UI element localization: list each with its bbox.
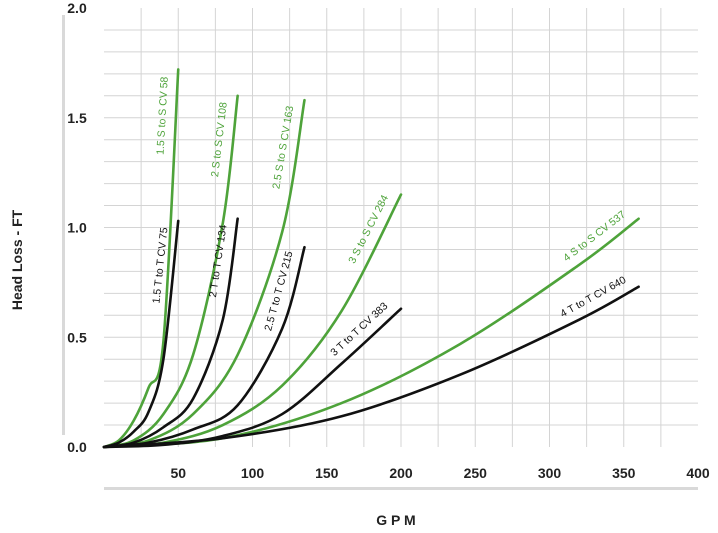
series-line-2-t-to-t-cv-134 (102, 217, 239, 449)
x-tick-label: 350 (612, 465, 636, 481)
x-tick-label: 150 (315, 465, 339, 481)
y-axis-title: Head Loss - FT (9, 209, 25, 310)
x-axis-title: G P M (376, 512, 415, 528)
x-tick-label: 250 (464, 465, 488, 481)
axes: 0.0 0.5 1.0 1.5 2.0 50 100 150 200 250 300 350 400 (62, 0, 710, 490)
x-axis-bar (104, 487, 698, 490)
series-lines (102, 68, 640, 449)
series-label-2-5-t-to-t-cv-215: 2.5 T to T CV 215 (262, 250, 295, 333)
series-line-1-5-s-to-s-cv-58 (102, 68, 180, 449)
series-line-4-t-to-t-cv-640 (102, 285, 640, 449)
y-tick-label: 1.5 (67, 110, 87, 126)
x-tick-label: 200 (389, 465, 413, 481)
series-label-1-5-s-to-s-cv-58: 1.5 S to S CV 58 (155, 76, 171, 155)
series-line-3-t-to-t-cv-383 (102, 307, 403, 449)
y-tick-label: 2.0 (67, 0, 87, 16)
grid (104, 8, 698, 447)
x-tick-label: 300 (538, 465, 562, 481)
x-tick-label: 100 (241, 465, 265, 481)
series-label-3-t-to-t-cv-383: 3 T to T CV 383 (328, 300, 390, 359)
y-tick-label: 1.0 (67, 220, 87, 236)
y-tick-label: 0.0 (67, 439, 87, 455)
series-line-2-s-to-s-cv-108 (102, 94, 239, 449)
y-tick-label: 0.5 (67, 329, 87, 345)
x-tick-label: 400 (686, 465, 710, 481)
y-axis-bar (62, 15, 65, 435)
x-tick-label: 50 (170, 465, 186, 481)
series-line-2-5-t-to-t-cv-215 (102, 245, 306, 449)
series-label-2-t-to-t-cv-134: 2 T to T CV 134 (207, 224, 230, 298)
series-line-2-5-s-to-s-cv-163 (102, 98, 306, 449)
series-line-1-5-t-to-t-cv-75 (102, 219, 180, 449)
